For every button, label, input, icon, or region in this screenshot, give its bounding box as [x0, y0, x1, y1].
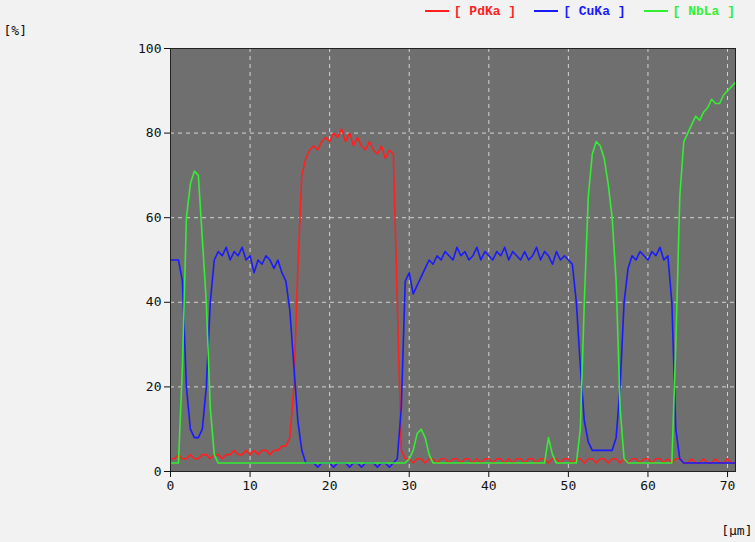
html-text:[ PdKa ]: [ PdKa ]	[453, 3, 517, 19]
svg-text:60: 60	[640, 478, 656, 493]
svg-text:80: 80	[146, 125, 162, 140]
svg-text:50: 50	[561, 478, 577, 493]
svg-text:0: 0	[154, 464, 162, 479]
svg-text:70: 70	[720, 478, 736, 493]
svg-text:40: 40	[481, 478, 497, 493]
html-text:[ CuKa ]: [ CuKa ]	[563, 3, 626, 19]
svg-text:20: 20	[146, 379, 162, 394]
svg-text:[μm]: [μm]	[721, 523, 752, 538]
svg-text:100: 100	[138, 41, 161, 56]
svg-text:0: 0	[167, 478, 175, 493]
html-text:[ NbLa ]: [ NbLa ]	[672, 3, 735, 19]
svg-text:[%]: [%]	[4, 23, 27, 38]
svg-text:20: 20	[322, 478, 338, 493]
svg-text:10: 10	[242, 478, 258, 493]
svg-text:40: 40	[146, 294, 162, 309]
svg-text:60: 60	[146, 210, 162, 225]
svg-text:30: 30	[401, 478, 417, 493]
